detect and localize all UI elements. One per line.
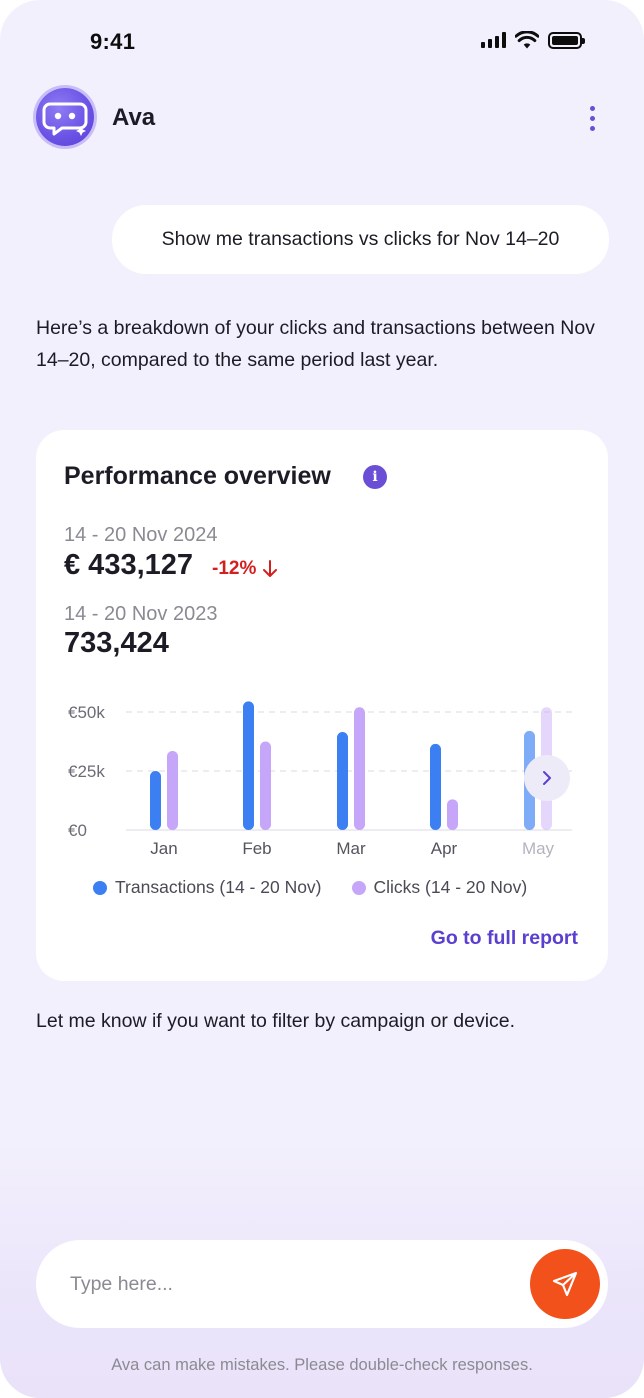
change-indicator: -12%: [212, 558, 278, 580]
chevron-right-icon: [543, 771, 551, 785]
change-text: -12%: [212, 558, 257, 579]
more-dot-icon: [589, 125, 595, 131]
ai-followup-text: Let me know if you want to filter by cam…: [36, 1010, 516, 1032]
y-tick-label: €25k: [68, 762, 105, 781]
full-report-link[interactable]: Go to full report: [430, 927, 578, 949]
x-tick-label: Feb: [242, 839, 271, 858]
x-tick-label: May: [522, 839, 555, 858]
bar-clicks-feb[interactable]: [260, 741, 271, 831]
wifi-icon: [515, 31, 539, 49]
legend-label-clicks: Clicks (14 - 20 Nov): [373, 877, 528, 897]
info-icon[interactable]: i: [363, 465, 387, 489]
bar-transactions-feb[interactable]: [243, 701, 254, 830]
x-tick-label: Mar: [336, 839, 366, 858]
bar-transactions-jan[interactable]: [150, 771, 161, 830]
bar-transactions-apr[interactable]: [430, 743, 441, 830]
chart-legend: Transactions (14 - 20 Nov) Clicks (14 - …: [93, 877, 527, 898]
chart-next-button[interactable]: [524, 755, 570, 801]
x-tick-label: Apr: [431, 839, 458, 858]
ava-avatar: [36, 88, 94, 146]
ai-intro-text: Here’s a breakdown of your clicks and tr…: [36, 317, 595, 371]
send-icon: [552, 1271, 578, 1297]
arrow-down-icon: [263, 560, 278, 577]
user-message-text: Show me transactions vs clicks for Nov 1…: [161, 228, 560, 250]
bar-clicks-jan[interactable]: [167, 750, 178, 830]
y-tick-label: €0: [68, 821, 87, 840]
cellular-signal-icon: [481, 32, 506, 48]
user-message-bubble: Show me transactions vs clicks for Nov 1…: [112, 205, 609, 274]
agent-name: Ava: [112, 104, 156, 131]
legend-dot-transactions: [93, 880, 107, 895]
bar-transactions-mar[interactable]: [337, 732, 348, 830]
bar-clicks-apr[interactable]: [447, 799, 458, 830]
legend-label-transactions: Transactions (14 - 20 Nov): [115, 877, 322, 897]
battery-icon: [548, 31, 585, 49]
previous-period-label: 14 - 20 Nov 2023: [64, 603, 218, 625]
previous-period-value: 733,424: [64, 627, 169, 659]
message-input[interactable]: [70, 1240, 510, 1328]
message-composer: [36, 1240, 608, 1328]
disclaimer-text: Ava can make mistakes. Please double-che…: [111, 1356, 533, 1374]
card-title: Performance overview: [64, 462, 331, 490]
more-dot-icon: [589, 105, 595, 111]
current-period-label: 14 - 20 Nov 2024: [64, 524, 218, 546]
bar-chart: €0 €25k €50k Jan Feb Mar Apr May: [68, 701, 572, 858]
bar-clicks-mar[interactable]: [354, 707, 365, 830]
performance-card: Performance overview i 14 - 20 Nov 2024 …: [36, 430, 608, 981]
legend-item-clicks: Clicks (14 - 20 Nov): [351, 877, 528, 898]
x-tick-label: Jan: [150, 839, 177, 858]
more-dot-icon: [589, 115, 595, 121]
y-tick-label: €50k: [68, 703, 105, 722]
legend-dot-clicks: [351, 880, 366, 895]
more-options-button[interactable]: [578, 100, 606, 136]
status-time: 9:41: [90, 29, 136, 54]
legend-item-transactions: Transactions (14 - 20 Nov): [93, 877, 322, 898]
send-button[interactable]: [530, 1249, 600, 1319]
status-icons: [481, 31, 585, 49]
chat-bot-icon: [42, 102, 88, 136]
current-period-value: € 433,127: [64, 549, 194, 581]
